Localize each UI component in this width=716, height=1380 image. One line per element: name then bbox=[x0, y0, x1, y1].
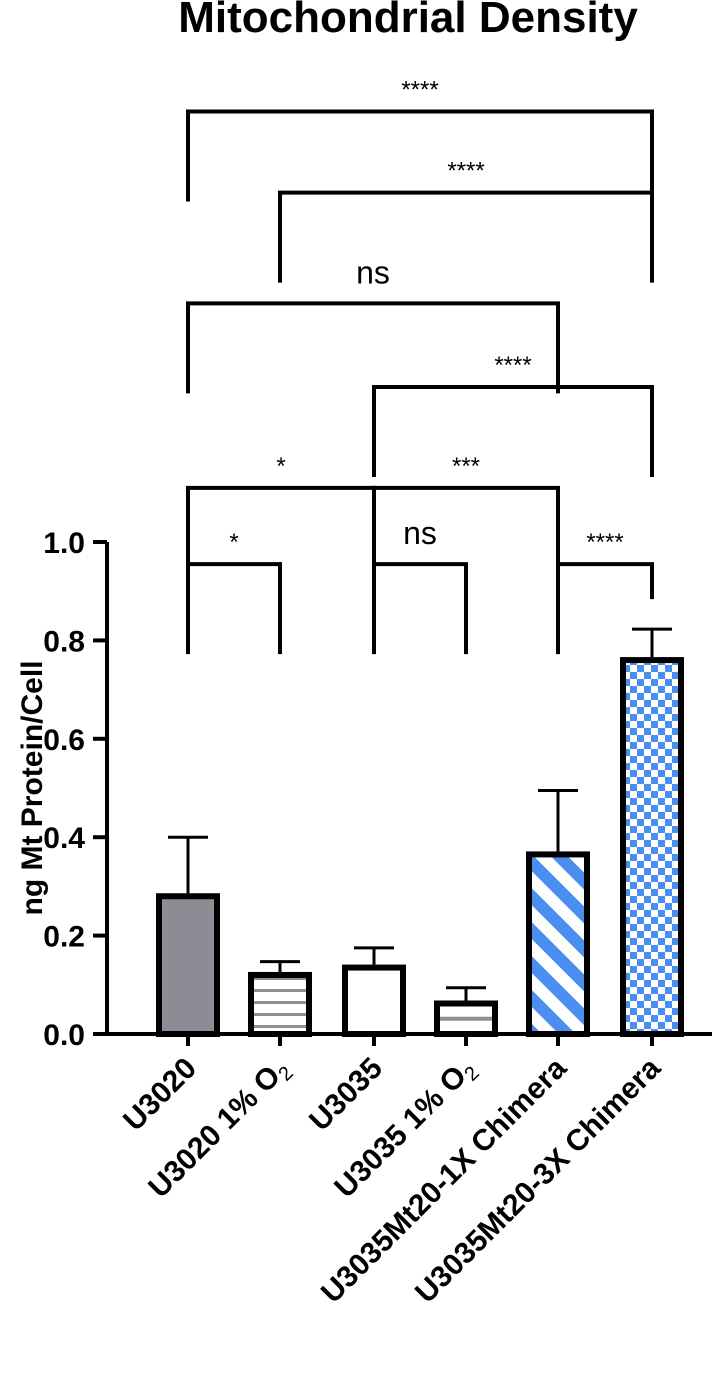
bracket-line bbox=[278, 190, 654, 283]
significance-label: * bbox=[229, 529, 238, 556]
y-tick-label: 0.0 bbox=[43, 1019, 85, 1052]
comparison-bracket: **** bbox=[556, 529, 654, 655]
significance-label: **** bbox=[401, 77, 438, 104]
bracket-line bbox=[186, 109, 654, 202]
significance-brackets: **ns********ns*********** bbox=[186, 77, 654, 655]
comparison-bracket: * bbox=[186, 453, 376, 578]
comparison-bracket: * bbox=[186, 529, 282, 655]
bar-0 bbox=[156, 893, 220, 1037]
bracket-line bbox=[186, 301, 560, 394]
x-tick-label-0: U3020 bbox=[117, 1052, 203, 1138]
bar-5 bbox=[620, 657, 684, 1038]
error-bars bbox=[168, 627, 672, 1001]
bars bbox=[156, 657, 684, 1038]
significance-label: **** bbox=[494, 352, 531, 379]
y-tick-label: 0.2 bbox=[43, 921, 85, 954]
bracket-line bbox=[372, 485, 560, 578]
y-tick-label: 0.6 bbox=[43, 724, 85, 757]
bracket-line bbox=[186, 562, 282, 655]
bar-2 bbox=[342, 964, 406, 1038]
bar-1 bbox=[248, 971, 312, 1038]
bracket-line bbox=[556, 562, 654, 655]
significance-label: * bbox=[276, 453, 285, 480]
bar-4 bbox=[526, 851, 590, 1037]
y-tick-labels: 0.0 0.2 0.4 0.6 0.8 1.0 bbox=[43, 527, 85, 1052]
bracket-line bbox=[372, 562, 468, 655]
significance-label: *** bbox=[452, 453, 480, 480]
y-axis-label: ng Mt Protein/Cell bbox=[16, 661, 49, 916]
comparison-bracket: ns bbox=[372, 515, 468, 655]
comparison-bracket: **** bbox=[186, 77, 654, 202]
significance-label: **** bbox=[447, 158, 484, 185]
significance-label: ns bbox=[356, 254, 390, 290]
x-tick-label-text: U3035 bbox=[303, 1052, 389, 1138]
x-tick-label-text: U3020 bbox=[117, 1052, 203, 1138]
bracket-line bbox=[372, 385, 654, 478]
comparison-bracket: ns bbox=[186, 254, 560, 394]
x-tick-label-2: U3035 bbox=[303, 1052, 389, 1138]
y-tick-label: 1.0 bbox=[43, 527, 85, 560]
significance-label: **** bbox=[586, 529, 623, 556]
comparison-bracket: *** bbox=[372, 453, 560, 578]
comparison-bracket: **** bbox=[278, 158, 654, 283]
y-tick-label: 0.8 bbox=[43, 625, 85, 658]
y-tick-label: 0.4 bbox=[43, 822, 85, 855]
significance-label: ns bbox=[403, 515, 437, 551]
chart-title: Mitochondrial Density bbox=[178, 0, 638, 42]
comparison-bracket: **** bbox=[372, 352, 654, 478]
